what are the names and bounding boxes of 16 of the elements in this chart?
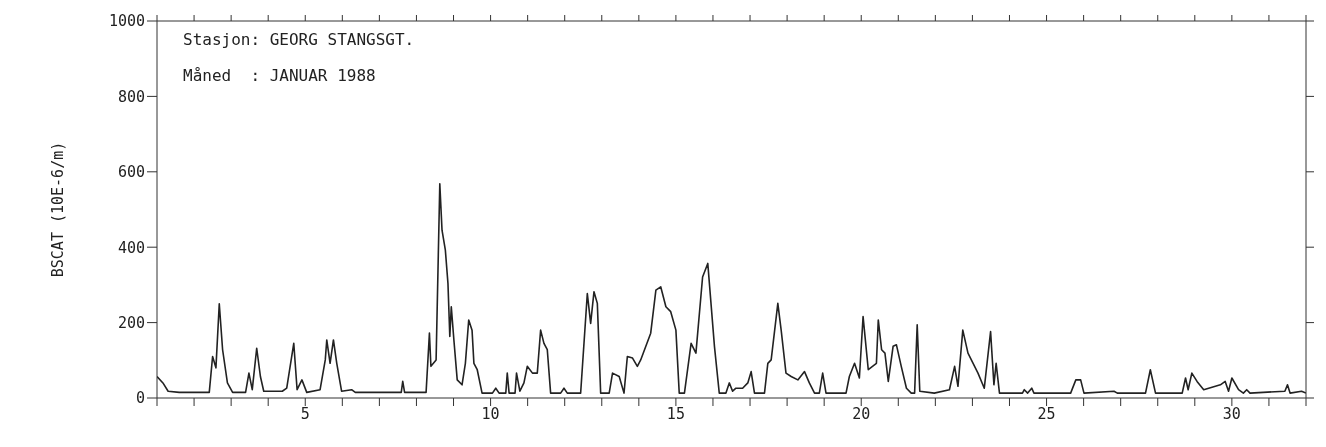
x-tick-label: 20 bbox=[852, 404, 871, 423]
y-tick-label: 600 bbox=[117, 163, 145, 182]
y-axis-title: BSCAT (10E-6/m) bbox=[49, 141, 68, 278]
x-tick-label: 5 bbox=[300, 404, 310, 423]
x-tick-label: 30 bbox=[1222, 404, 1241, 423]
x-tick-label: 10 bbox=[481, 404, 500, 423]
y-tick-label: 200 bbox=[117, 313, 145, 332]
annotation: Måned : JANUAR 1988 bbox=[183, 66, 376, 85]
annotation: Stasjon: GEORG STANGSGT. bbox=[183, 30, 415, 49]
line-series bbox=[157, 183, 1306, 394]
y-tick-label: 800 bbox=[117, 87, 145, 106]
x-tick-label: 25 bbox=[1037, 404, 1056, 423]
x-tick-label: 15 bbox=[666, 404, 685, 423]
y-tick-label: 0 bbox=[135, 389, 145, 408]
y-tick-label: 400 bbox=[117, 238, 145, 257]
y-tick-label: 1000 bbox=[108, 12, 145, 31]
